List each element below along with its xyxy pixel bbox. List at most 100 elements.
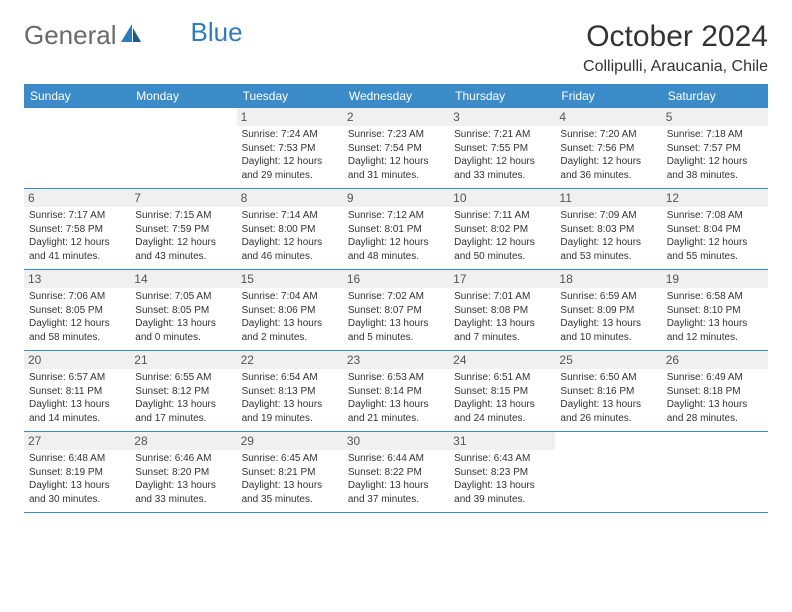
day-detail-line: and 0 minutes. xyxy=(135,331,231,345)
day-detail-line: and 41 minutes. xyxy=(29,250,125,264)
day-detail-line: Daylight: 12 hours xyxy=(560,236,656,250)
day-detail-line: Sunset: 7:59 PM xyxy=(135,223,231,237)
day-detail-line: Daylight: 13 hours xyxy=(560,317,656,331)
day-detail-line: Sunset: 8:07 PM xyxy=(348,304,444,318)
calendar-day: 25Sunrise: 6:50 AMSunset: 8:16 PMDayligh… xyxy=(555,351,661,431)
day-number: 15 xyxy=(237,270,343,288)
day-detail-line: Sunset: 8:20 PM xyxy=(135,466,231,480)
day-detail-line: Sunrise: 7:04 AM xyxy=(242,290,338,304)
calendar-day: 4Sunrise: 7:20 AMSunset: 7:56 PMDaylight… xyxy=(555,108,661,188)
day-detail-line: Daylight: 12 hours xyxy=(29,236,125,250)
calendar-day: 12Sunrise: 7:08 AMSunset: 8:04 PMDayligh… xyxy=(662,189,768,269)
calendar-day: 23Sunrise: 6:53 AMSunset: 8:14 PMDayligh… xyxy=(343,351,449,431)
calendar-day: 22Sunrise: 6:54 AMSunset: 8:13 PMDayligh… xyxy=(237,351,343,431)
day-detail-line: and 10 minutes. xyxy=(560,331,656,345)
day-detail-line: Daylight: 13 hours xyxy=(242,479,338,493)
day-detail-line: and 48 minutes. xyxy=(348,250,444,264)
day-detail-line: Sunrise: 7:23 AM xyxy=(348,128,444,142)
calendar-day: 10Sunrise: 7:11 AMSunset: 8:02 PMDayligh… xyxy=(449,189,555,269)
day-detail-line: Daylight: 12 hours xyxy=(454,155,550,169)
weekday-header: Tuesday xyxy=(237,84,343,108)
day-detail-line: and 33 minutes. xyxy=(135,493,231,507)
calendar-day: 26Sunrise: 6:49 AMSunset: 8:18 PMDayligh… xyxy=(662,351,768,431)
day-detail-line: and 12 minutes. xyxy=(667,331,763,345)
day-detail-line: Daylight: 12 hours xyxy=(348,155,444,169)
calendar-week: 13Sunrise: 7:06 AMSunset: 8:05 PMDayligh… xyxy=(24,270,768,351)
day-detail-line: Daylight: 13 hours xyxy=(135,317,231,331)
day-detail-line: Sunrise: 7:21 AM xyxy=(454,128,550,142)
weekday-header: Thursday xyxy=(449,84,555,108)
day-detail-line: Daylight: 13 hours xyxy=(242,398,338,412)
calendar-day: 24Sunrise: 6:51 AMSunset: 8:15 PMDayligh… xyxy=(449,351,555,431)
day-number: 1 xyxy=(237,108,343,126)
day-number: 26 xyxy=(662,351,768,369)
day-detail-line: Sunset: 7:57 PM xyxy=(667,142,763,156)
day-detail-line: and 21 minutes. xyxy=(348,412,444,426)
day-detail-line: Daylight: 13 hours xyxy=(29,398,125,412)
day-detail-line: Sunset: 8:10 PM xyxy=(667,304,763,318)
calendar-day: 2Sunrise: 7:23 AMSunset: 7:54 PMDaylight… xyxy=(343,108,449,188)
day-detail-line: Sunrise: 6:54 AM xyxy=(242,371,338,385)
day-detail-line: Sunset: 8:14 PM xyxy=(348,385,444,399)
day-detail-line: Daylight: 12 hours xyxy=(29,317,125,331)
day-detail-line: and 5 minutes. xyxy=(348,331,444,345)
day-number: 6 xyxy=(24,189,130,207)
day-number: 29 xyxy=(237,432,343,450)
day-number: 31 xyxy=(449,432,555,450)
day-detail-line: Daylight: 13 hours xyxy=(135,398,231,412)
day-detail-line: Sunrise: 7:09 AM xyxy=(560,209,656,223)
day-detail-line: Sunset: 7:53 PM xyxy=(242,142,338,156)
weekday-header: Friday xyxy=(555,84,661,108)
day-detail-line: Sunset: 8:13 PM xyxy=(242,385,338,399)
weekday-header-row: SundayMondayTuesdayWednesdayThursdayFrid… xyxy=(24,84,768,108)
day-detail-line: Sunset: 8:12 PM xyxy=(135,385,231,399)
day-detail-line: and 29 minutes. xyxy=(242,169,338,183)
day-number: 9 xyxy=(343,189,449,207)
day-detail-line: Sunrise: 6:43 AM xyxy=(454,452,550,466)
day-detail-line: Sunrise: 7:14 AM xyxy=(242,209,338,223)
day-detail-line: Daylight: 13 hours xyxy=(560,398,656,412)
day-detail-line: Daylight: 13 hours xyxy=(454,479,550,493)
day-number: 7 xyxy=(130,189,236,207)
day-detail-line: Sunrise: 6:48 AM xyxy=(29,452,125,466)
day-detail-line: Sunrise: 6:44 AM xyxy=(348,452,444,466)
calendar-day: 19Sunrise: 6:58 AMSunset: 8:10 PMDayligh… xyxy=(662,270,768,350)
day-detail-line: Sunset: 8:06 PM xyxy=(242,304,338,318)
calendar-week: 27Sunrise: 6:48 AMSunset: 8:19 PMDayligh… xyxy=(24,432,768,513)
day-detail-line: Daylight: 13 hours xyxy=(348,479,444,493)
day-detail-line: and 35 minutes. xyxy=(242,493,338,507)
day-number: 24 xyxy=(449,351,555,369)
header-row: General Blue October 2024 xyxy=(24,20,768,54)
day-number: 21 xyxy=(130,351,236,369)
day-detail-line: and 19 minutes. xyxy=(242,412,338,426)
calendar-day: 28Sunrise: 6:46 AMSunset: 8:20 PMDayligh… xyxy=(130,432,236,512)
day-detail-line: Sunset: 8:01 PM xyxy=(348,223,444,237)
day-detail-line: Sunset: 8:00 PM xyxy=(242,223,338,237)
day-detail-line: and 55 minutes. xyxy=(667,250,763,264)
logo-text-gray: General xyxy=(24,20,117,51)
day-detail-line: Daylight: 13 hours xyxy=(29,479,125,493)
day-detail-line: Sunrise: 7:02 AM xyxy=(348,290,444,304)
day-detail-line: Sunrise: 7:06 AM xyxy=(29,290,125,304)
day-detail-line: and 30 minutes. xyxy=(29,493,125,507)
weekday-header: Saturday xyxy=(662,84,768,108)
day-detail-line: and 38 minutes. xyxy=(667,169,763,183)
day-detail-line: and 24 minutes. xyxy=(454,412,550,426)
day-detail-line: Sunrise: 7:12 AM xyxy=(348,209,444,223)
calendar-day: 14Sunrise: 7:05 AMSunset: 8:05 PMDayligh… xyxy=(130,270,236,350)
day-detail-line: and 43 minutes. xyxy=(135,250,231,264)
day-detail-line: Daylight: 13 hours xyxy=(454,398,550,412)
day-detail-line: and 36 minutes. xyxy=(560,169,656,183)
day-detail-line: Sunrise: 6:50 AM xyxy=(560,371,656,385)
day-detail-line: and 33 minutes. xyxy=(454,169,550,183)
day-number: 23 xyxy=(343,351,449,369)
day-number: 16 xyxy=(343,270,449,288)
location-text: Collipulli, Araucania, Chile xyxy=(24,58,768,76)
calendar-day: 18Sunrise: 6:59 AMSunset: 8:09 PMDayligh… xyxy=(555,270,661,350)
day-detail-line: Sunset: 8:22 PM xyxy=(348,466,444,480)
day-detail-line: Daylight: 12 hours xyxy=(242,155,338,169)
day-detail-line: Daylight: 13 hours xyxy=(667,398,763,412)
day-detail-line: Daylight: 13 hours xyxy=(667,317,763,331)
day-detail-line: Daylight: 13 hours xyxy=(348,398,444,412)
day-detail-line: and 17 minutes. xyxy=(135,412,231,426)
